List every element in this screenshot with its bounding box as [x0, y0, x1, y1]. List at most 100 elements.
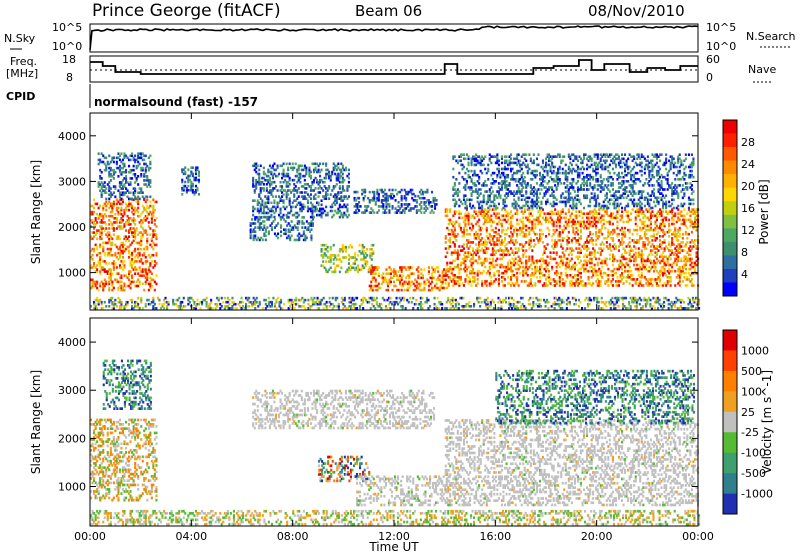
heatmap-cell	[487, 220, 490, 224]
heatmap-cell	[411, 188, 414, 192]
heatmap-cell	[631, 208, 634, 211]
heatmap-cell	[654, 237, 657, 240]
heatmap-cell	[532, 194, 535, 197]
heatmap-cell	[662, 222, 665, 226]
heatmap-cell	[601, 241, 604, 244]
heatmap-cell	[693, 212, 696, 215]
heatmap-cell	[671, 249, 674, 252]
heatmap-cell	[505, 228, 508, 232]
heatmap-cell	[370, 207, 373, 210]
heatmap-cell	[464, 206, 467, 210]
heatmap-cell	[475, 222, 478, 226]
heatmap-cell	[475, 259, 478, 263]
heatmap-cell	[117, 206, 120, 210]
heatmap-cell	[513, 274, 516, 277]
heatmap-cell	[459, 155, 462, 158]
heatmap-cell	[252, 228, 255, 231]
heatmap-cell	[111, 214, 114, 218]
heatmap-cell	[564, 220, 567, 224]
heatmap-cell	[364, 209, 367, 212]
heatmap-cell	[155, 282, 158, 286]
heatmap-cell	[149, 210, 152, 214]
heatmap-cell	[662, 220, 665, 224]
heatmap-cell	[181, 170, 184, 174]
heatmap-cell	[99, 168, 102, 172]
heatmap-cell	[263, 234, 266, 238]
heatmap-cell	[397, 190, 400, 194]
heatmap-cell	[686, 241, 689, 244]
heatmap-cell	[490, 253, 493, 257]
heatmap-cell	[311, 224, 314, 227]
heatmap-cell	[545, 284, 548, 287]
heatmap-cell	[643, 276, 646, 279]
heatmap-cell	[583, 226, 586, 230]
heatmap-cell	[642, 284, 645, 287]
heatmap-cell	[681, 222, 684, 226]
heatmap-cell	[640, 284, 643, 287]
heatmap-cell	[465, 251, 468, 254]
heatmap-cell	[120, 187, 123, 190]
heatmap-cell	[467, 232, 470, 236]
heatmap-cell	[296, 174, 299, 178]
heatmap-cell	[684, 263, 687, 267]
heatmap-cell	[467, 255, 470, 259]
heatmap-cell	[513, 157, 516, 161]
heatmap-cell	[508, 159, 511, 163]
heatmap-cell	[592, 247, 595, 250]
heatmap-cell	[645, 216, 648, 220]
heatmap-cell	[264, 172, 267, 176]
heatmap-cell	[182, 172, 185, 176]
heatmap-cell	[278, 201, 281, 205]
heatmap-cell	[617, 208, 620, 211]
heatmap-cell	[190, 188, 193, 192]
heatmap-cell	[642, 210, 645, 213]
heatmap-cell	[271, 166, 274, 170]
heatmap-cell	[561, 284, 564, 287]
heatmap-cell	[456, 251, 459, 254]
heatmap-cell	[403, 280, 406, 284]
heatmap-cell	[541, 216, 544, 220]
heatmap-cell	[435, 199, 438, 202]
heatmap-cell	[470, 284, 473, 287]
heatmap-cell	[106, 247, 109, 251]
heatmap-cell	[314, 176, 317, 180]
heatmap-cell	[264, 228, 267, 231]
heatmap-cell	[257, 236, 260, 240]
heatmap-cell	[502, 206, 505, 210]
heatmap-cell	[484, 243, 487, 246]
heatmap-cell	[255, 183, 258, 186]
heatmap-cell	[356, 211, 359, 214]
heatmap-cell	[651, 210, 654, 213]
heatmap-cell	[312, 209, 315, 213]
heatmap-cell	[646, 228, 649, 232]
heatmap-cell	[677, 282, 680, 285]
heatmap-cell	[282, 213, 285, 217]
heatmap-cell	[608, 245, 611, 248]
heatmap-cell	[545, 216, 548, 220]
heatmap-cell	[526, 171, 529, 175]
heatmap-cell	[377, 192, 380, 196]
heatmap-cell	[100, 177, 103, 180]
heatmap-cell	[274, 209, 277, 213]
heatmap-cell	[551, 265, 554, 269]
heatmap-cell	[120, 197, 123, 201]
heatmap-cell	[596, 261, 599, 265]
heatmap-cell	[479, 159, 482, 163]
heatmap-cell	[677, 247, 680, 250]
heatmap-cell	[690, 230, 693, 234]
heatmap-cell	[415, 284, 418, 288]
heatmap-cell	[123, 282, 126, 286]
heatmap-cell	[332, 213, 335, 217]
heatmap-cell	[456, 255, 459, 259]
heatmap-cell	[593, 216, 596, 220]
heatmap-cell	[300, 209, 303, 213]
nsky-label: N.Sky	[4, 32, 36, 45]
heatmap-cell	[605, 220, 608, 224]
heatmap-cell	[99, 225, 102, 228]
heatmap-cell	[652, 259, 655, 263]
heatmap-cell	[593, 255, 596, 259]
heatmap-cell	[150, 272, 153, 275]
heatmap-cell	[693, 271, 696, 275]
heatmap-cell	[522, 171, 525, 175]
heatmap-cell	[108, 223, 111, 226]
